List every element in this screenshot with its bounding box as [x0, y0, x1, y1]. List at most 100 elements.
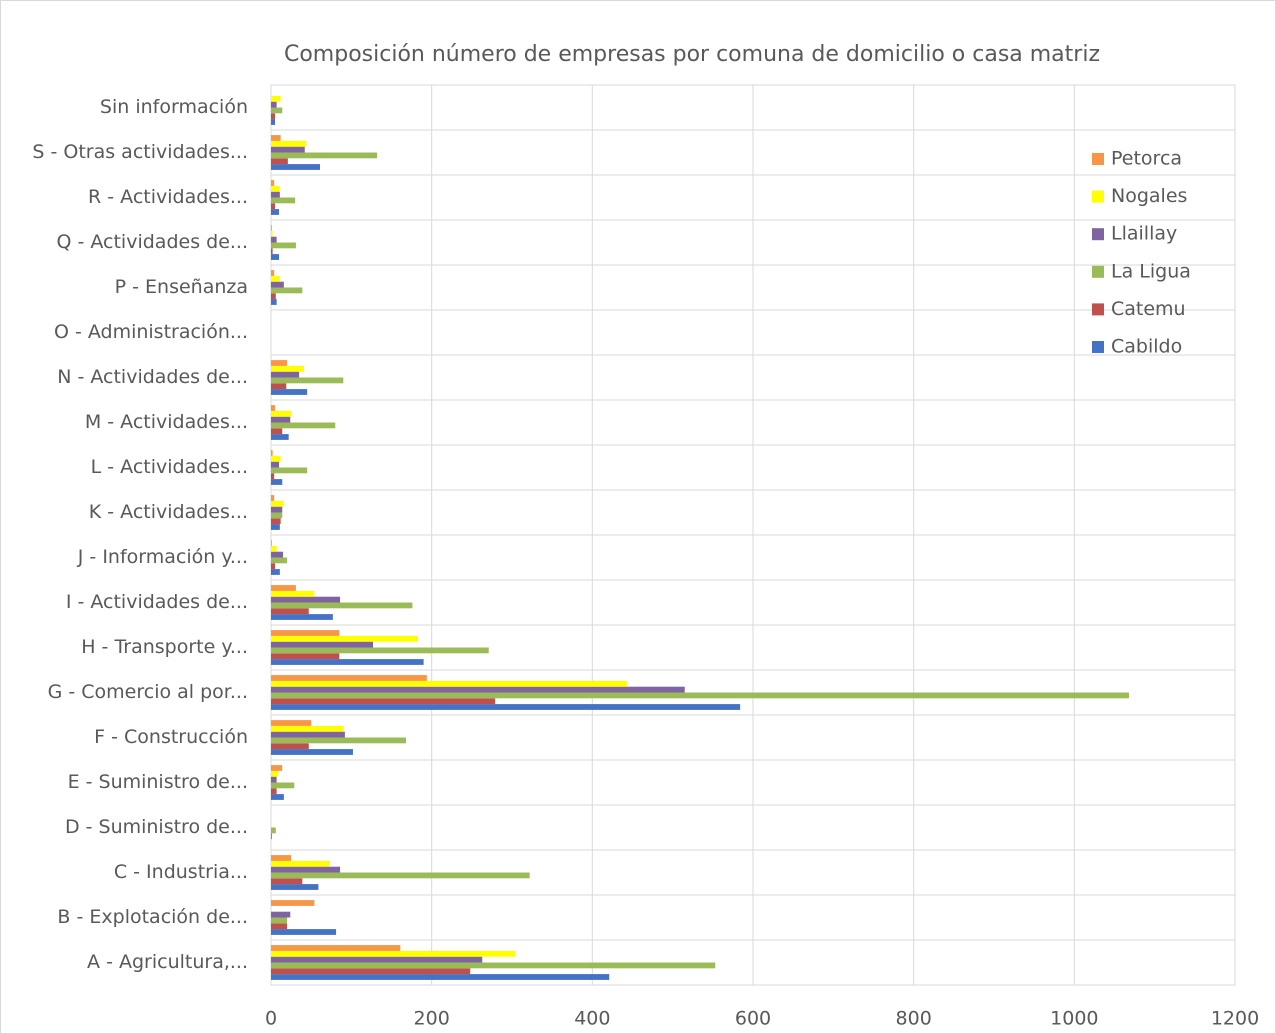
bar	[271, 569, 280, 575]
bar	[271, 479, 283, 485]
bar	[271, 765, 283, 771]
y-tick-label: C - Industria...	[114, 861, 248, 883]
bar	[271, 680, 627, 687]
bar	[271, 383, 287, 390]
legend-label: La Ligua	[1111, 260, 1191, 282]
bar	[271, 545, 277, 552]
bar	[271, 158, 288, 165]
bar	[271, 962, 716, 969]
bar	[271, 248, 273, 255]
y-tick-label: M - Actividades...	[85, 411, 248, 433]
x-tick-label: 600	[735, 1008, 771, 1030]
y-tick-label: S - Otras actividades...	[32, 141, 248, 163]
bar	[271, 428, 283, 435]
y-tick-label: G - Comercio al por...	[48, 681, 248, 703]
bar	[271, 135, 281, 141]
bar	[271, 270, 275, 276]
bar	[271, 371, 300, 378]
y-tick-label: Q - Actividades de...	[56, 231, 248, 253]
bar	[271, 389, 308, 395]
bar	[271, 884, 319, 890]
bar	[271, 641, 374, 648]
bar	[271, 119, 276, 125]
bar	[271, 365, 304, 372]
y-tick-label: H - Transporte y...	[81, 636, 248, 658]
bar	[271, 455, 281, 462]
bar	[271, 180, 275, 186]
bar	[271, 152, 378, 159]
legend-label: Nogales	[1111, 185, 1187, 207]
bar	[271, 860, 330, 867]
bar	[271, 495, 275, 501]
x-tick-label: 1000	[1050, 1008, 1098, 1030]
legend-swatch	[1092, 265, 1104, 278]
bar	[271, 720, 312, 726]
y-tick-label: R - Actividades...	[88, 186, 248, 208]
bar	[271, 506, 283, 513]
bar	[271, 203, 276, 210]
bar	[271, 788, 277, 795]
y-tick-label: P - Enseñanza	[115, 276, 248, 298]
bar	[271, 675, 427, 681]
bar	[271, 585, 296, 591]
bar	[271, 692, 1129, 699]
y-tick-label: K - Actividades...	[89, 501, 248, 523]
bar	[271, 782, 295, 789]
bar	[271, 974, 610, 980]
bar	[271, 630, 340, 636]
y-tick-label: O - Administración...	[54, 321, 248, 343]
bar	[271, 287, 303, 294]
legend-swatch	[1092, 190, 1104, 203]
legend-swatch	[1092, 341, 1104, 353]
bar	[271, 467, 308, 474]
bar	[271, 524, 280, 530]
y-tick-label: Sin información	[100, 96, 248, 118]
bar	[271, 107, 283, 114]
bar	[271, 866, 341, 873]
y-tick-label: F - Construcción	[94, 726, 248, 748]
bar	[271, 254, 280, 260]
bar	[271, 596, 341, 603]
x-tick-label: 400	[574, 1008, 610, 1030]
legend-label: Petorca	[1111, 148, 1182, 170]
bar	[271, 434, 289, 440]
bar	[271, 923, 288, 930]
bar	[271, 945, 401, 951]
bar	[271, 113, 276, 120]
bar	[271, 911, 291, 918]
bar	[271, 230, 273, 237]
bar	[271, 855, 292, 861]
x-tick-label: 1200	[1211, 1008, 1259, 1030]
bar	[271, 749, 353, 755]
bar	[271, 185, 280, 192]
bar	[271, 956, 483, 963]
legend-swatch	[1092, 228, 1104, 241]
bar	[271, 653, 340, 660]
bar	[271, 776, 277, 783]
bar	[271, 878, 303, 885]
bar	[271, 929, 337, 935]
x-tick-label: 200	[414, 1008, 450, 1030]
bar	[271, 281, 284, 288]
bar	[271, 698, 496, 705]
y-tick-label: D - Suministro de...	[65, 816, 248, 838]
bar	[271, 563, 276, 570]
legend-label: Llaillay	[1111, 223, 1177, 245]
bar	[271, 360, 288, 366]
bar	[271, 872, 530, 879]
bar	[271, 146, 305, 153]
bar	[271, 608, 309, 615]
bar	[271, 405, 276, 411]
bar	[271, 422, 336, 429]
y-tick-label: I - Actividades de...	[66, 591, 248, 613]
bar	[271, 827, 276, 834]
bar	[271, 704, 741, 710]
bar	[271, 917, 288, 924]
bar	[271, 794, 284, 800]
legend-label: Catemu	[1111, 298, 1186, 320]
bar	[271, 140, 307, 147]
bar	[271, 410, 292, 417]
bar	[271, 551, 284, 558]
bar	[271, 197, 296, 204]
